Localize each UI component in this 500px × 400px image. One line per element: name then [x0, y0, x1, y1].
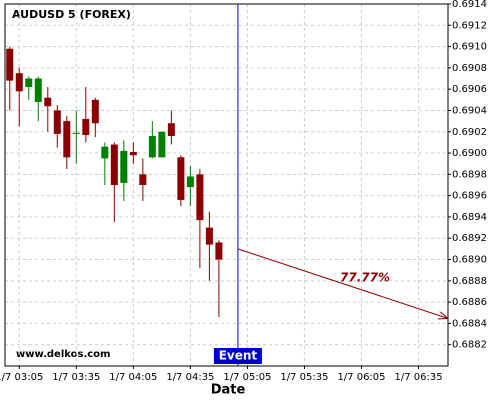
- arrow-label: 77.77%: [340, 271, 390, 285]
- x-axis-label: Date: [211, 383, 246, 398]
- x-tick-label: 1/7 03:05: [0, 372, 43, 383]
- candle-body: [34, 78, 42, 102]
- candle-body: [177, 157, 185, 200]
- y-tick-label: 0.6914: [452, 0, 487, 10]
- candle-body: [129, 151, 137, 156]
- candle-body: [63, 121, 71, 158]
- candle-body: [6, 48, 14, 81]
- candle-body: [158, 131, 166, 158]
- candle-body: [215, 242, 223, 260]
- candle-body: [101, 146, 109, 159]
- x-tick-label: 1/7 05:35: [280, 372, 328, 383]
- y-tick-label: 0.6904: [452, 105, 487, 116]
- y-tick-label: 0.6910: [452, 42, 487, 53]
- plot-frame: [4, 3, 449, 367]
- y-tick-label: 0.6888: [452, 276, 487, 287]
- arrow: [237, 248, 447, 318]
- candle-body: [82, 118, 90, 135]
- candle-body: [205, 227, 213, 245]
- y-tick-label: 0.6894: [452, 212, 487, 223]
- y-tick-label: 0.6898: [452, 169, 487, 180]
- candle-body: [196, 174, 204, 221]
- y-tick-label: 0.6884: [452, 318, 487, 329]
- candle-body: [91, 99, 99, 124]
- y-tick-label: 0.6912: [452, 20, 487, 31]
- x-tick-label: 1/7 06:35: [394, 372, 442, 383]
- candle-body: [15, 73, 23, 92]
- candle-body: [44, 97, 52, 107]
- x-tick-label: 1/7 05:05: [223, 372, 271, 383]
- y-tick-label: 0.6886: [452, 297, 487, 308]
- y-tick-label: 0.6906: [452, 84, 487, 95]
- candle-body: [167, 123, 175, 137]
- y-tick-label: 0.6900: [452, 148, 487, 159]
- candle-body: [139, 174, 147, 185]
- event-label: Event: [219, 349, 258, 363]
- y-tick-label: 0.6890: [452, 255, 487, 266]
- candle-body: [25, 78, 33, 88]
- x-tick-label: 1/7 03:35: [52, 372, 100, 383]
- y-tick-label: 0.6882: [452, 340, 487, 351]
- y-tick-label: 0.6902: [452, 127, 487, 138]
- candle-body: [53, 110, 61, 134]
- x-tick-label: 1/7 04:35: [166, 372, 214, 383]
- x-tick-label: 1/7 04:05: [109, 372, 157, 383]
- chart-title: AUDUSD 5 (FOREX): [12, 8, 131, 21]
- y-tick-label: 0.6892: [452, 233, 487, 244]
- candle-body: [120, 150, 128, 183]
- candle-body: [186, 176, 194, 188]
- candle-body: [72, 132, 80, 134]
- y-tick-label: 0.6896: [452, 191, 487, 202]
- candle-body: [110, 144, 118, 185]
- event-box: [213, 348, 262, 364]
- candle-body: [148, 136, 156, 158]
- watermark: www.delkos.com: [16, 349, 110, 360]
- x-tick-label: 1/7 06:05: [337, 372, 385, 383]
- y-tick-label: 0.6908: [452, 63, 487, 74]
